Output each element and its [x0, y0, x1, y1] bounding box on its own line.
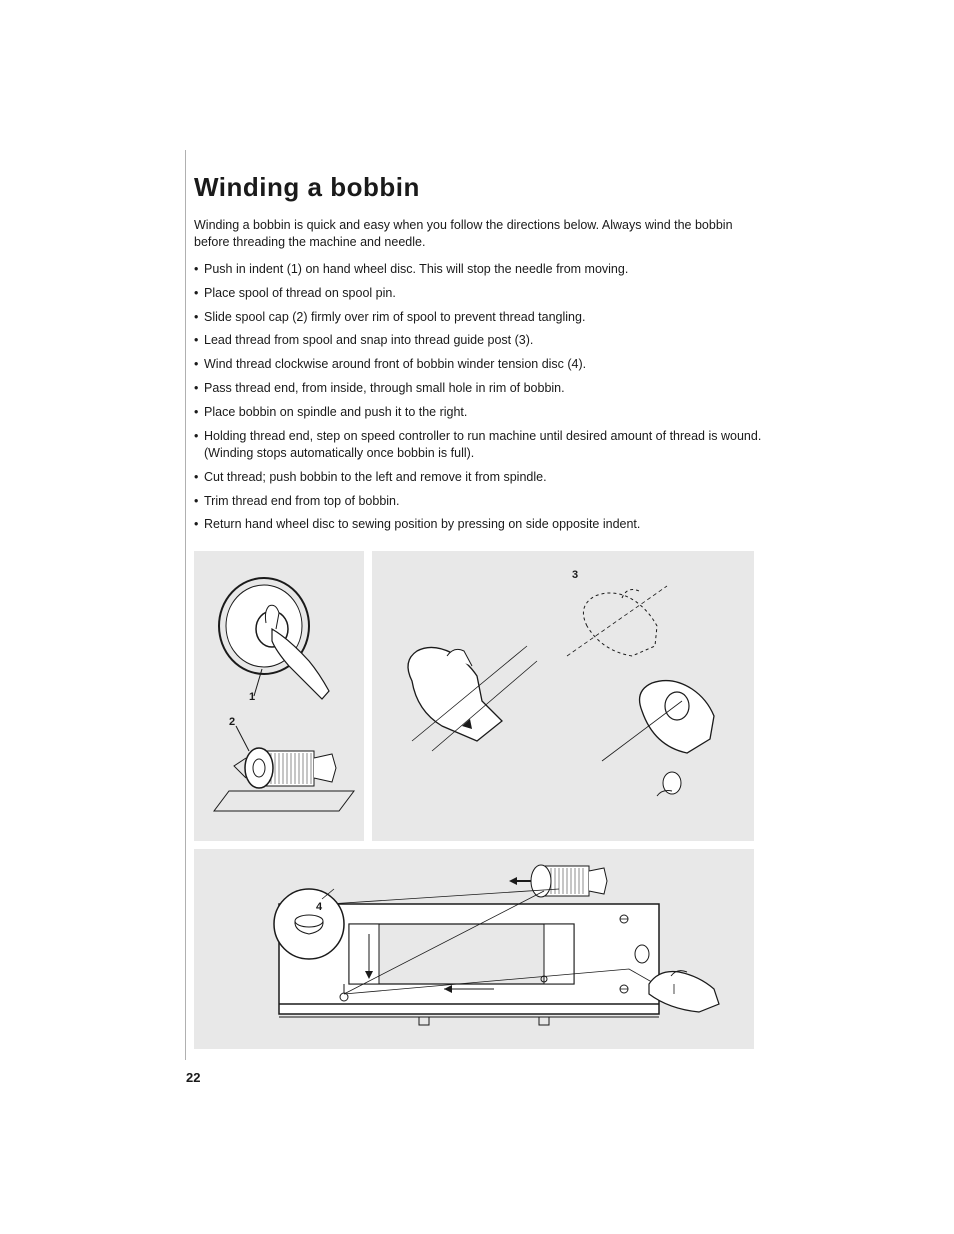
- list-item: Trim thread end from top of bobbin.: [194, 493, 765, 510]
- callout-label: 2: [229, 716, 235, 728]
- page-number: 22: [186, 1070, 200, 1085]
- callout-label: 1: [249, 691, 255, 703]
- list-item: Cut thread; push bobbin to the left and …: [194, 469, 765, 486]
- machine-diagram-icon: [194, 849, 754, 1049]
- list-item: Wind thread clockwise around front of bo…: [194, 356, 765, 373]
- manual-page: Winding a bobbin Winding a bobbin is qui…: [185, 150, 765, 1060]
- list-item: Slide spool cap (2) firmly over rim of s…: [194, 309, 765, 326]
- list-item: Place bobbin on spindle and push it to t…: [194, 404, 765, 421]
- list-item: Lead thread from spool and snap into thr…: [194, 332, 765, 349]
- list-item: Push in indent (1) on hand wheel disc. T…: [194, 261, 765, 278]
- list-item: Place spool of thread on spool pin.: [194, 285, 765, 302]
- figure-panel-threading: 3: [372, 551, 754, 841]
- list-item: Holding thread end, step on speed contro…: [194, 428, 765, 462]
- page-title: Winding a bobbin: [194, 172, 765, 203]
- figure-block: 1 2: [194, 551, 754, 1049]
- intro-paragraph: Winding a bobbin is quick and easy when …: [194, 217, 765, 251]
- list-item: Return hand wheel disc to sewing positio…: [194, 516, 765, 533]
- callout-label: 3: [572, 569, 578, 581]
- figure-panel-handwheel-spool: 1 2: [194, 551, 364, 841]
- callout-label: 4: [316, 901, 322, 913]
- figure-row-top: 1 2: [194, 551, 754, 841]
- threading-diagram-icon: [372, 551, 754, 841]
- figure-panel-machine: 4: [194, 849, 754, 1049]
- instruction-list: Push in indent (1) on hand wheel disc. T…: [194, 261, 765, 534]
- handwheel-diagram-icon: [194, 551, 364, 841]
- list-item: Pass thread end, from inside, through sm…: [194, 380, 765, 397]
